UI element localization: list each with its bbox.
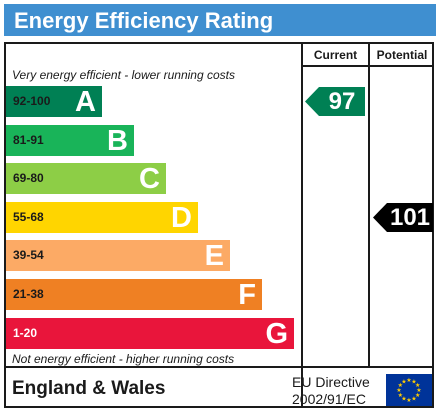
eu-directive: EU Directive 2002/91/EC	[292, 374, 370, 408]
potential-arrow-shape	[373, 203, 433, 232]
divider-footer	[4, 366, 434, 368]
eu-star-icon: ★	[398, 392, 403, 399]
band-letter: E	[204, 240, 224, 272]
band-range-label: 21-38	[13, 287, 44, 301]
band-letter: D	[171, 202, 192, 234]
band-range-label: 69-80	[13, 171, 44, 185]
band-letter: F	[238, 279, 256, 311]
eu-star-icon: ★	[406, 397, 411, 404]
band-e: 39-54 E	[6, 240, 230, 272]
band-range-label: 81-91	[13, 133, 44, 147]
bottom-caption: Not energy efficient - higher running co…	[12, 352, 235, 366]
column-header-current: Current	[313, 48, 358, 62]
current-arrow-shape	[305, 87, 365, 116]
eu-star-icon: ★	[416, 387, 421, 394]
band-b: 81-91 B	[6, 125, 134, 157]
rating-frame	[4, 42, 434, 408]
divider-potential	[368, 42, 370, 366]
eu-star-icon: ★	[406, 377, 411, 384]
eu-star-icon: ★	[398, 382, 403, 389]
column-header-potential: Potential	[376, 48, 428, 62]
band-range-label: 55-68	[13, 210, 44, 224]
eu-flag-icon: ★ ★ ★ ★ ★ ★ ★ ★ ★ ★ ★ ★	[386, 374, 432, 406]
band-letter: A	[75, 86, 96, 118]
eu-star-icon: ★	[396, 387, 401, 394]
eu-directive-line1: EU Directive	[292, 374, 370, 390]
eu-flag-graphic: ★ ★★★★★★★★★★★	[386, 374, 432, 406]
eu-star-icon: ★	[401, 396, 406, 403]
band-c: 69-80 C	[6, 163, 166, 195]
current-rating-arrow: 97	[305, 87, 365, 116]
eu-star-icon: ★	[415, 382, 420, 389]
eu-star-icon: ★	[411, 378, 416, 385]
divider-header	[301, 65, 434, 67]
divider-current	[301, 42, 303, 408]
band-a: 92-100 A	[6, 86, 102, 118]
eu-directive-line2: 2002/91/EC	[292, 391, 366, 407]
band-g: 1-20 G	[6, 318, 294, 350]
band-range-label: 39-54	[13, 248, 44, 262]
potential-rating-arrow: 101	[373, 203, 433, 232]
top-caption: Very energy efficient - lower running co…	[12, 68, 235, 82]
band-d: 55-68 D	[6, 202, 198, 234]
eu-star-icon: ★	[415, 392, 420, 399]
potential-rating-value: 101	[389, 204, 431, 231]
region-label: England & Wales	[12, 378, 166, 399]
band-letter: C	[139, 163, 160, 195]
band-letter: B	[107, 125, 128, 157]
band-range-label: 1-20	[13, 326, 38, 340]
band-range-label: 92-100	[13, 94, 51, 108]
chart-title: Energy Efficiency Rating	[14, 8, 274, 33]
current-rating-value: 97	[328, 88, 356, 115]
eu-star-icon: ★	[401, 378, 406, 385]
title-bar: Energy Efficiency Rating	[4, 4, 436, 36]
band-letter: G	[265, 318, 288, 350]
eu-star-icon: ★	[411, 396, 416, 403]
band-f: 21-38 F	[6, 279, 262, 311]
